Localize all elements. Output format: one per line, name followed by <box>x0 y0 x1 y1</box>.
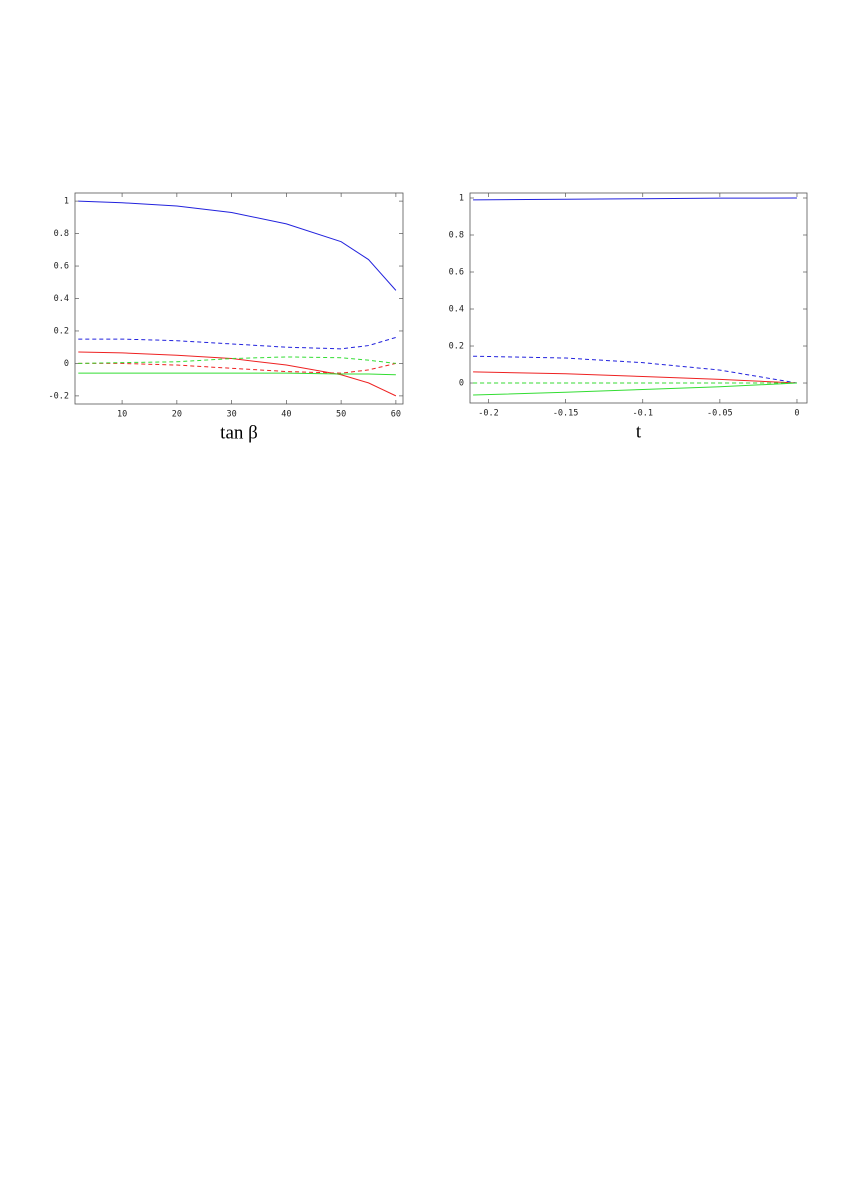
y-tick-label: 0.2 <box>449 342 464 352</box>
x-tick-label: 0 <box>794 409 799 419</box>
series-line <box>78 356 396 364</box>
series-line <box>78 336 397 350</box>
y-tick-label: 0.6 <box>54 262 69 272</box>
y-tick-label: 1 <box>459 193 464 203</box>
series-line <box>78 372 396 376</box>
x-tick-label: 40 <box>281 410 291 420</box>
y-tick-label: 1 <box>64 197 69 207</box>
y-tick-label: 0.6 <box>449 268 464 278</box>
x-tick-label: 60 <box>391 410 401 420</box>
series-line <box>78 200 397 291</box>
y-tick-label: 0.4 <box>54 294 69 304</box>
y-tick-label: 0 <box>64 359 69 369</box>
y-tick-label: 0.4 <box>449 305 464 315</box>
x-axis-label: tan β <box>220 422 258 443</box>
series-line <box>473 371 797 384</box>
plot-frame <box>469 192 808 404</box>
x-tick-label: -0.2 <box>478 409 498 419</box>
y-tick-label: -0.2 <box>49 391 69 401</box>
x-tick-label: 50 <box>336 410 346 420</box>
x-tick-label: 30 <box>226 410 236 420</box>
series-line <box>78 351 397 397</box>
series-line <box>78 362 396 374</box>
x-tick-label: -0.05 <box>707 409 733 419</box>
x-tick-label: 10 <box>117 410 127 420</box>
y-tick-label: 0.2 <box>54 326 69 336</box>
series-line <box>473 197 797 201</box>
series-line <box>473 382 797 396</box>
plot-frame <box>74 192 404 405</box>
x-tick-label: 20 <box>172 410 182 420</box>
series-line <box>473 355 798 384</box>
y-tick-label: 0 <box>459 379 464 389</box>
y-tick-label: 0.8 <box>54 229 69 239</box>
x-tick-label: -0.1 <box>632 409 652 419</box>
y-tick-label: 0.8 <box>449 231 464 241</box>
x-tick-label: -0.15 <box>553 409 579 419</box>
x-axis-label: t <box>636 421 642 442</box>
